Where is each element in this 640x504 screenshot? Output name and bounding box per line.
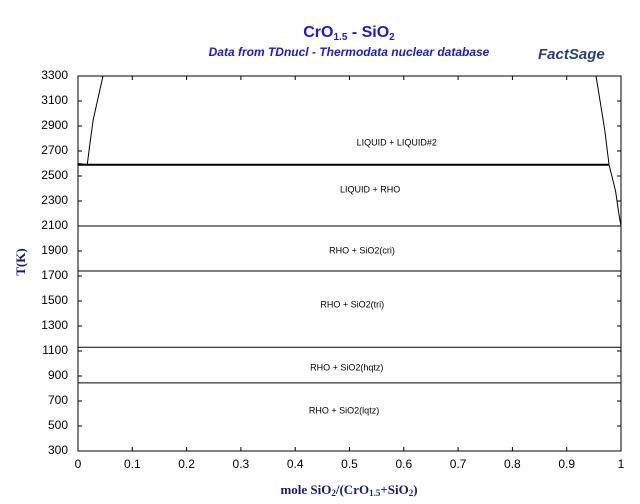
x-tick-label: 0.3 [233,457,250,471]
y-tick-label: 3300 [41,68,68,82]
y-tick-label: 1100 [42,343,68,357]
y-tick-label: 2900 [41,118,68,132]
phase-label: RHO + SiO2(cri) [329,245,395,255]
y-axis-label: T(K) [13,248,28,275]
title-part: - SiO [347,24,389,41]
y-tick-label: 900 [48,368,68,382]
plot-frame [77,75,622,452]
x-tick-label: 0.9 [558,457,575,471]
x-label-part: 2 [331,488,336,498]
x-tick-label: 0.5 [341,457,358,471]
x-tick-label: 0.6 [395,457,412,471]
title-part: 2 [389,32,395,43]
phase-label: RHO + SiO2(tri) [320,299,384,309]
y-tick-label: 1700 [41,268,68,282]
x-label-part: +SiO [380,482,408,497]
y-tick-label: 2100 [41,218,68,232]
x-label-part: 2 [409,488,414,498]
chart-title: CrO1.5 - SiO2 [303,24,395,42]
x-tick-label: 0.8 [504,457,521,471]
y-tick-label: 500 [48,418,68,432]
phase-label: LIQUID + RHO [340,184,400,194]
y-tick-label: 1500 [41,293,68,307]
title-part: 1.5 [333,32,347,43]
y-tick-label: 300 [48,443,68,457]
x-tick-label: 0.7 [450,457,467,471]
logo: FactSage [538,46,605,63]
phase-label: RHO + SiO2(hqtz) [310,362,383,372]
phase-boundary [595,75,622,227]
phase-label: RHO + SiO2(lqtz) [309,405,379,415]
y-tick-label: 700 [48,393,68,407]
phase-label: LIQUID + LIQUID#2 [357,137,437,147]
x-label-part: mole SiO [280,482,331,497]
x-label-part: 1.5 [369,488,381,498]
y-tick-label: 2700 [41,143,68,157]
x-tick-label: 0.1 [124,457,141,471]
x-tick-label: 0.2 [178,457,195,471]
y-tick-label: 2500 [41,168,68,182]
x-label-part: /(CrO [335,482,369,497]
chart-subtitle: Data from TDnucl - Thermodata nuclear da… [209,45,490,59]
y-tick-label: 2300 [41,193,68,207]
y-tick-label: 1300 [41,318,68,332]
x-axis-label: mole SiO2/(CrO1.5+SiO2) [280,482,417,498]
x-tick-label: 1 [618,457,625,471]
x-tick-label: 0.4 [287,457,304,471]
title-part: CrO [303,24,333,41]
y-tick-label: 1900 [41,243,68,257]
y-tick-label: 3100 [41,93,68,107]
x-tick-label: 0 [75,457,82,471]
x-label-part: ) [413,482,417,497]
